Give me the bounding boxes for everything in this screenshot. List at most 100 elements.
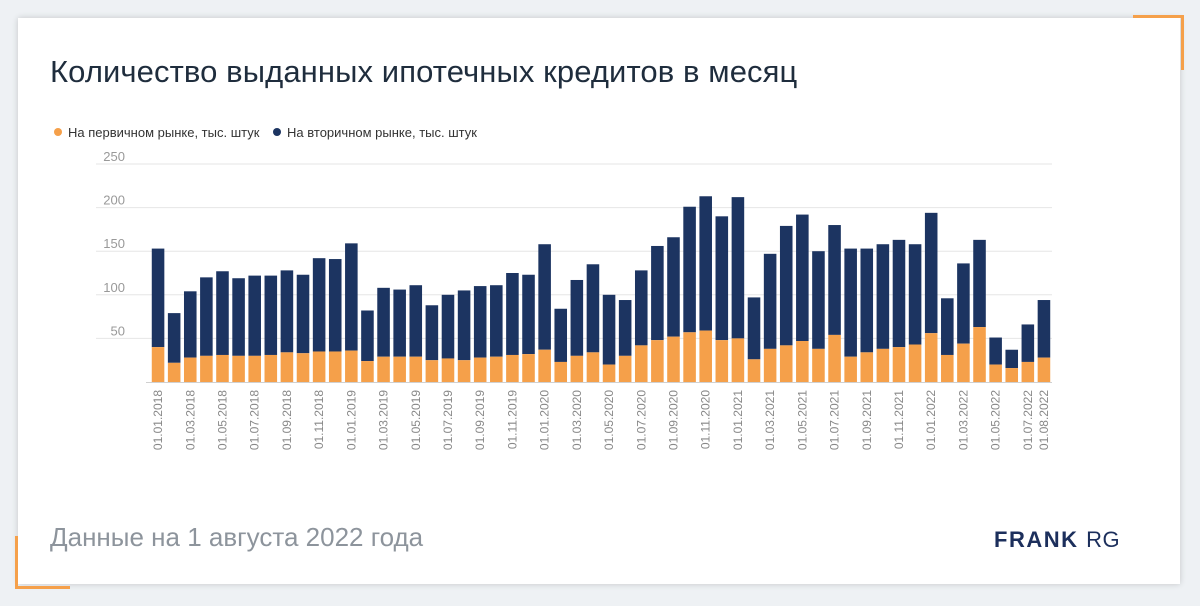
bar-secondary-01.03.2019[interactable]	[377, 287, 390, 357]
bar-primary-01.02.2019[interactable]	[361, 361, 374, 382]
legend-item-primary[interactable]: На первичном рынке, тыс. штук	[54, 125, 259, 140]
bar-primary-01.03.2019[interactable]	[377, 356, 390, 382]
bar-secondary-01.01.2019[interactable]	[345, 243, 358, 351]
bar-primary-01.12.2021[interactable]	[908, 344, 922, 382]
bar-primary-01.06.2022[interactable]	[1005, 368, 1019, 382]
bar-secondary-01.02.2018[interactable]	[167, 313, 181, 363]
bar-secondary-01.02.2019[interactable]	[361, 310, 374, 362]
bar-secondary-01.01.2018[interactable]	[151, 248, 165, 348]
bar-secondary-01.05.2020[interactable]	[602, 294, 616, 365]
bar-secondary-01.09.2021[interactable]	[860, 248, 874, 353]
bar-secondary-01.07.2022[interactable]	[1021, 324, 1035, 362]
bar-secondary-01.01.2022[interactable]	[924, 212, 938, 334]
bar-primary-01.02.2020[interactable]	[554, 361, 568, 382]
bar-secondary-01.01.2021[interactable]	[731, 197, 745, 339]
bar-primary-01.04.2019[interactable]	[393, 356, 406, 382]
bar-secondary-01.08.2022[interactable]	[1037, 300, 1051, 358]
bar-secondary-01.02.2021[interactable]	[747, 297, 761, 360]
bar-secondary-01.10.2019[interactable]	[490, 285, 503, 357]
bar-secondary-01.04.2019[interactable]	[393, 289, 406, 357]
bar-primary-01.03.2020[interactable]	[570, 355, 584, 382]
bar-secondary-01.02.2022[interactable]	[941, 298, 954, 355]
bar-primary-01.12.2019[interactable]	[522, 354, 535, 382]
bar-primary-01.02.2021[interactable]	[747, 359, 761, 382]
bar-primary-01.10.2018[interactable]	[296, 353, 310, 382]
bar-primary-01.05.2021[interactable]	[796, 341, 809, 382]
bar-primary-01.02.2018[interactable]	[167, 362, 181, 382]
bar-primary-01.05.2020[interactable]	[602, 364, 616, 382]
bar-primary-01.10.2020[interactable]	[683, 332, 696, 382]
bar-primary-01.06.2019[interactable]	[425, 360, 439, 382]
bar-primary-01.11.2018[interactable]	[312, 351, 326, 382]
bar-primary-01.07.2019[interactable]	[441, 358, 455, 382]
bar-secondary-01.07.2021[interactable]	[828, 225, 841, 335]
bar-primary-01.01.2022[interactable]	[924, 333, 938, 382]
bar-primary-01.05.2018[interactable]	[216, 354, 229, 382]
bar-primary-01.01.2020[interactable]	[538, 349, 551, 382]
bar-primary-01.07.2021[interactable]	[828, 334, 841, 382]
bar-secondary-01.11.2020[interactable]	[699, 196, 712, 331]
bar-secondary-01.10.2021[interactable]	[876, 244, 890, 349]
bar-secondary-01.06.2021[interactable]	[812, 251, 825, 349]
bar-secondary-01.06.2018[interactable]	[232, 278, 245, 356]
bar-primary-01.09.2018[interactable]	[280, 352, 294, 382]
bar-primary-01.03.2018[interactable]	[183, 357, 197, 382]
bar-primary-01.08.2019[interactable]	[457, 360, 471, 382]
bar-secondary-01.06.2022[interactable]	[1005, 349, 1019, 369]
bar-secondary-01.12.2019[interactable]	[522, 274, 535, 355]
bar-secondary-01.08.2018[interactable]	[264, 275, 278, 355]
bar-primary-01.06.2020[interactable]	[618, 355, 632, 382]
bar-primary-01.10.2019[interactable]	[490, 356, 503, 382]
bar-primary-01.07.2022[interactable]	[1021, 361, 1035, 382]
bar-secondary-01.03.2020[interactable]	[570, 279, 584, 356]
bar-primary-01.08.2021[interactable]	[844, 356, 857, 382]
legend-item-secondary[interactable]: На вторичном рынке, тыс. штук	[273, 125, 477, 140]
bar-secondary-01.01.2020[interactable]	[538, 244, 551, 350]
bar-primary-01.06.2021[interactable]	[812, 348, 825, 382]
bar-secondary-01.04.2022[interactable]	[973, 239, 986, 328]
bar-primary-01.04.2022[interactable]	[973, 327, 986, 382]
bar-secondary-01.05.2019[interactable]	[409, 285, 423, 357]
bar-secondary-01.03.2018[interactable]	[183, 291, 197, 358]
bar-secondary-01.09.2020[interactable]	[667, 237, 680, 337]
bar-secondary-01.11.2018[interactable]	[312, 258, 326, 352]
bar-secondary-01.09.2018[interactable]	[280, 270, 294, 353]
bar-secondary-01.04.2020[interactable]	[586, 264, 600, 353]
bar-secondary-01.07.2019[interactable]	[441, 294, 455, 359]
bar-primary-01.09.2021[interactable]	[860, 352, 874, 382]
bar-primary-01.09.2019[interactable]	[473, 357, 487, 382]
bar-primary-01.05.2022[interactable]	[989, 364, 1002, 382]
bar-secondary-01.07.2018[interactable]	[248, 275, 261, 356]
bar-secondary-01.02.2020[interactable]	[554, 308, 568, 362]
bar-secondary-01.06.2019[interactable]	[425, 305, 439, 361]
bar-secondary-01.04.2021[interactable]	[779, 225, 793, 346]
bar-secondary-01.12.2021[interactable]	[908, 244, 922, 345]
bar-secondary-01.05.2021[interactable]	[796, 214, 809, 342]
bar-primary-01.01.2021[interactable]	[731, 338, 745, 382]
bar-secondary-01.10.2018[interactable]	[296, 274, 310, 354]
bar-primary-01.11.2020[interactable]	[699, 330, 712, 382]
bar-secondary-01.03.2021[interactable]	[763, 253, 777, 349]
bar-secondary-01.06.2020[interactable]	[618, 300, 632, 356]
bar-primary-01.08.2022[interactable]	[1037, 357, 1051, 382]
bar-primary-01.07.2018[interactable]	[248, 355, 261, 382]
bar-secondary-01.08.2020[interactable]	[651, 245, 664, 341]
bar-primary-01.07.2020[interactable]	[634, 345, 648, 382]
bar-primary-01.12.2020[interactable]	[715, 340, 729, 382]
bar-secondary-01.11.2021[interactable]	[892, 239, 906, 348]
bar-secondary-01.11.2019[interactable]	[506, 273, 519, 355]
bar-primary-01.01.2018[interactable]	[151, 347, 165, 382]
bar-primary-01.10.2021[interactable]	[876, 348, 890, 382]
bar-primary-01.05.2019[interactable]	[409, 356, 423, 382]
bar-primary-01.02.2022[interactable]	[941, 354, 954, 382]
bar-secondary-01.08.2021[interactable]	[844, 248, 857, 357]
bar-primary-01.04.2021[interactable]	[779, 345, 793, 382]
bar-secondary-01.09.2019[interactable]	[473, 286, 487, 358]
bar-primary-01.12.2018[interactable]	[328, 351, 342, 382]
bar-secondary-01.12.2020[interactable]	[715, 216, 729, 341]
bar-secondary-01.08.2019[interactable]	[457, 290, 471, 361]
bar-secondary-01.03.2022[interactable]	[957, 263, 970, 344]
bar-secondary-01.07.2020[interactable]	[634, 270, 648, 346]
bar-secondary-01.05.2022[interactable]	[989, 337, 1002, 365]
bar-secondary-01.05.2018[interactable]	[216, 271, 229, 355]
